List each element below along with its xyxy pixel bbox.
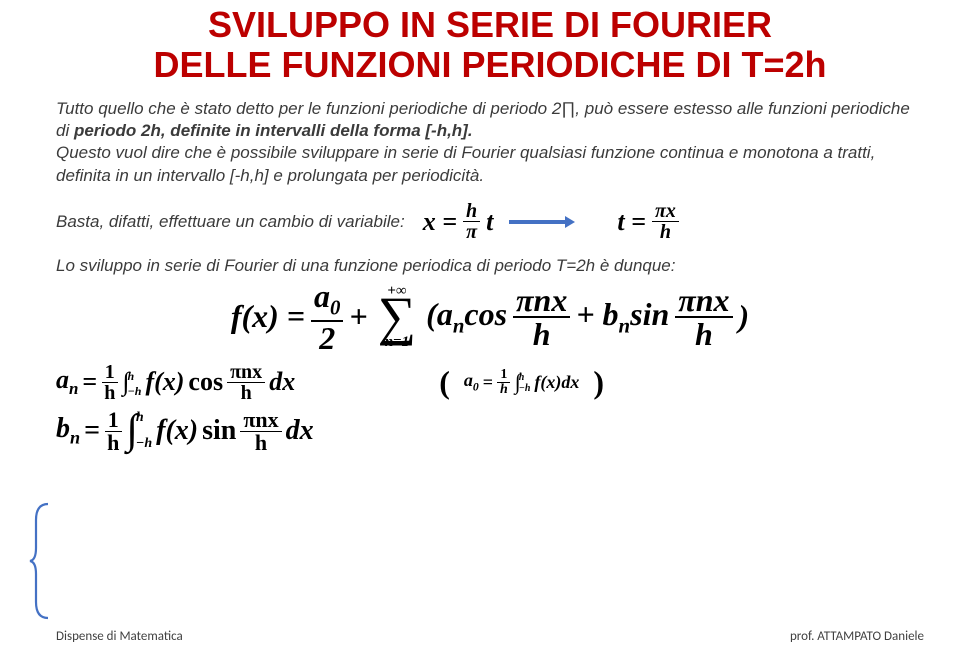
coefficients: an = 1 h ∫ h −h f(x) cos πnx h dx ( bbox=[56, 362, 924, 454]
a0-1h: 1 h bbox=[497, 368, 511, 397]
bn-sin: sin bbox=[202, 415, 236, 447]
an-formula: an = 1 h ∫ h −h f(x) cos πnx h dx ( bbox=[56, 362, 924, 403]
an-fx: f(x) bbox=[145, 367, 184, 397]
bn-arg-num: πnx bbox=[240, 409, 281, 432]
an-eq: = bbox=[82, 367, 97, 397]
bn-fx: f(x) bbox=[156, 415, 198, 447]
a0-integral: ∫ h −h bbox=[515, 369, 531, 395]
bn-dx: dx bbox=[286, 415, 314, 447]
footer-left: Dispense di Matematica bbox=[56, 629, 183, 644]
eq1-lhs: x = bbox=[423, 207, 457, 237]
mf-bn-sub: n bbox=[619, 314, 631, 337]
mf-a0-sub: 0 bbox=[330, 297, 340, 320]
mf-sum-bot: n=1 bbox=[385, 335, 409, 350]
an-arg-den: h bbox=[238, 383, 255, 403]
an-1h: 1 h bbox=[101, 362, 118, 403]
mf-sin-arg-num: πnx bbox=[675, 284, 732, 318]
a0-formula: ( a0 = 1 h ∫ h −h f(x)dx ) bbox=[439, 364, 604, 401]
mf-a0-frac: a0 2 bbox=[311, 280, 343, 353]
main-formula: f(x) = a0 2 + +∞ ∑ n=1 (ancos πnx h + bn… bbox=[56, 280, 924, 353]
title-line-1: SVILUPPO IN SERIE DI FOURIER bbox=[56, 6, 924, 44]
a0-open: ( bbox=[439, 364, 450, 401]
a0-eq: = bbox=[483, 372, 493, 393]
eq2-num: πx bbox=[652, 201, 679, 222]
mf-lhs: f(x) = bbox=[231, 298, 305, 335]
mf-cos: cos bbox=[464, 296, 507, 332]
an-cos: cos bbox=[188, 367, 223, 397]
an-arg-num: πnx bbox=[227, 362, 265, 383]
slide-footer: Dispense di Matematica prof. ATTAMPATO D… bbox=[56, 629, 924, 644]
mf-cos-arg-den: h bbox=[530, 318, 554, 350]
a0-fx: f(x)dx bbox=[534, 372, 579, 393]
bn-1h-den: h bbox=[104, 432, 122, 454]
mf-cos-arg: πnx h bbox=[513, 284, 570, 350]
para-1b-strong: periodo 2h, definite in intervalli della… bbox=[74, 121, 468, 140]
mf-an-sub: n bbox=[453, 314, 465, 337]
a0-close: ) bbox=[593, 364, 604, 401]
mf-sin-arg: πnx h bbox=[675, 284, 732, 350]
bn-1h: 1 h bbox=[104, 409, 122, 454]
bn-lhs: b bbox=[56, 413, 70, 444]
sigma-icon: +∞ ∑ n=1 bbox=[378, 284, 417, 349]
bn-eq: = bbox=[84, 415, 100, 447]
an-dx: dx bbox=[269, 367, 295, 397]
eq1-num: h bbox=[463, 201, 480, 222]
bn-sin-arg: πnx h bbox=[240, 409, 281, 454]
bn-sub: n bbox=[70, 428, 80, 448]
mf-a0-den: 2 bbox=[316, 322, 338, 354]
eq2-frac: πx h bbox=[652, 201, 679, 242]
mf-sin-arg-den: h bbox=[692, 318, 716, 350]
bn-1h-num: 1 bbox=[105, 409, 122, 432]
mf-close: ) bbox=[739, 298, 750, 335]
body-paragraph: Tutto quello che è stato detto per le fu… bbox=[56, 98, 924, 188]
a0-ll: −h bbox=[519, 383, 531, 394]
change-of-variable: Basta, difatti, effettuare un cambio di … bbox=[56, 201, 924, 242]
a0-1h-den: h bbox=[497, 383, 511, 397]
bn-integral: ∫ h −h bbox=[126, 410, 152, 452]
cov-intro: Basta, difatti, effettuare un cambio di … bbox=[56, 212, 405, 232]
bn-arg-den: h bbox=[252, 432, 270, 454]
a0-sub: 0 bbox=[473, 381, 479, 394]
bn-ll: −h bbox=[136, 436, 152, 452]
a0-lhs: a bbox=[464, 370, 473, 390]
footer-right: prof. ATTAMPATO Daniele bbox=[790, 629, 924, 644]
an-cos-arg: πnx h bbox=[227, 362, 265, 403]
para-period: . bbox=[468, 121, 473, 140]
an-1h-den: h bbox=[101, 383, 118, 403]
a0-1h-num: 1 bbox=[497, 368, 510, 383]
eq1-frac: h π bbox=[463, 201, 480, 242]
brace-icon bbox=[28, 502, 52, 620]
eq1-den: π bbox=[463, 222, 480, 242]
eq2-den: h bbox=[657, 222, 674, 242]
mf-cos-arg-num: πnx bbox=[513, 284, 570, 318]
an-lhs: a bbox=[56, 365, 69, 394]
eq1-rhs: t bbox=[486, 207, 493, 237]
mf-sin: sin bbox=[630, 296, 669, 332]
an-1h-num: 1 bbox=[102, 362, 118, 383]
mf-plus: + bbox=[349, 298, 367, 335]
mf-open: (a bbox=[426, 296, 453, 332]
conclusion-text: Lo sviluppo in serie di Fourier di una f… bbox=[56, 256, 924, 276]
mf-a0-num: a bbox=[314, 278, 330, 314]
bn-formula: bn = 1 h ∫ h −h f(x) sin πnx h dx bbox=[56, 409, 924, 454]
an-integral: ∫ h −h bbox=[122, 367, 141, 397]
bn-ul: h bbox=[136, 410, 152, 426]
a0-ul: h bbox=[519, 372, 531, 383]
slide-title: SVILUPPO IN SERIE DI FOURIER DELLE FUNZI… bbox=[56, 6, 924, 84]
an-ul: h bbox=[127, 369, 141, 384]
eq2-lhs: t = bbox=[617, 207, 646, 237]
an-ll: −h bbox=[127, 384, 141, 399]
slide-page: SVILUPPO IN SERIE DI FOURIER DELLE FUNZI… bbox=[0, 0, 960, 650]
an-sub: n bbox=[69, 379, 78, 398]
mf-plus2: + b bbox=[576, 296, 618, 332]
para-1c: Questo vuol dire che è possibile svilupp… bbox=[56, 143, 875, 184]
title-line-2: DELLE FUNZIONI PERIODICHE DI T=2h bbox=[56, 46, 924, 84]
